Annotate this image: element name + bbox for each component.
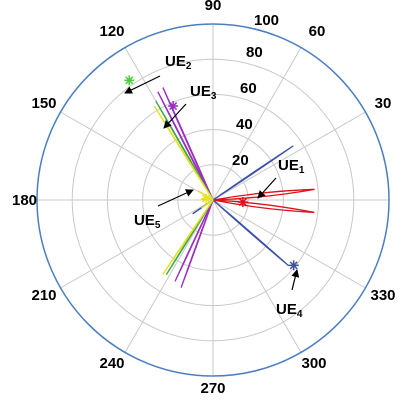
beam-lobe [174,199,214,282]
angle-tick-label: 270 [200,380,225,397]
angle-tick-label: 90 [205,0,222,14]
annotation-label-sub: 4 [297,309,303,320]
grid-spoke [212,199,366,289]
annotation-label-sub: 5 [155,220,161,231]
annotation-label-main: UE [276,301,297,318]
grid-spoke [212,111,366,201]
marker-layer [124,75,299,271]
radial-tick-label: 20 [232,152,249,169]
radial-tick-label: 100 [254,12,279,29]
beam-lobe [153,105,214,201]
annotation-arrow [163,103,187,129]
annotation-arrow [157,189,194,207]
beam-lobe [201,199,214,209]
grid-spoke [212,47,302,201]
radial-tick-label: 60 [240,80,257,97]
ue-marker [124,75,135,86]
grid-layer [36,23,390,377]
annotation-label: UE1 [278,157,305,176]
grid-spoke [124,199,214,353]
marker-stroke [169,102,178,111]
beam-lobe [162,199,214,275]
annotation-label-main: UE [190,83,211,100]
beam-lobe [197,190,214,201]
grid-spoke [60,111,214,201]
annotation-label: UE5 [134,212,161,231]
ue-marker [237,197,248,208]
angle-tick-label: 150 [31,95,56,112]
ue-marker [201,193,212,204]
annotation-label: UE2 [165,53,192,72]
annotation-label-main: UE [134,212,155,229]
annotation-label: UE4 [276,301,303,320]
grid-spoke [60,199,214,289]
angle-tick-label: 180 [12,192,37,209]
annotation-label: UE3 [190,83,217,102]
grid-spoke [212,199,302,353]
marker-stroke [289,261,298,270]
angle-tick-label: 300 [301,355,326,372]
marker-stroke [238,198,247,207]
marker-stroke [202,194,211,203]
angle-tick-label: 30 [375,95,392,112]
annotation-label-sub: 2 [186,61,192,72]
annotation-arrow [124,75,161,94]
beam-lobe [212,145,294,201]
annotation-label-sub: 1 [299,165,305,176]
ue-marker [288,260,299,271]
angle-tick-label: 210 [31,287,56,304]
annotation-label-main: UE [278,157,299,174]
annotation-arrow [257,177,277,199]
radial-tick-label: 80 [246,44,263,61]
angle-tick-label: 60 [309,23,326,40]
label-layer: 30 60 90 120 150 180 210 240 270 300 330 20 40 60 80 10… [12,0,396,397]
beam-lobe [212,188,315,201]
annotation-label-main: UE [165,53,186,70]
angle-tick-label: 330 [370,287,395,304]
annotation-arrow [291,269,300,291]
angle-tick-label: 240 [99,355,124,372]
marker-stroke [125,76,134,85]
ue-marker [168,101,179,112]
beam-lobe [212,199,315,214]
outer-circle [36,23,390,377]
angle-tick-label: 120 [99,23,124,40]
beam-lobe [155,100,214,201]
annotation-label-sub: 3 [211,91,217,102]
radial-tick-label: 40 [236,116,253,133]
